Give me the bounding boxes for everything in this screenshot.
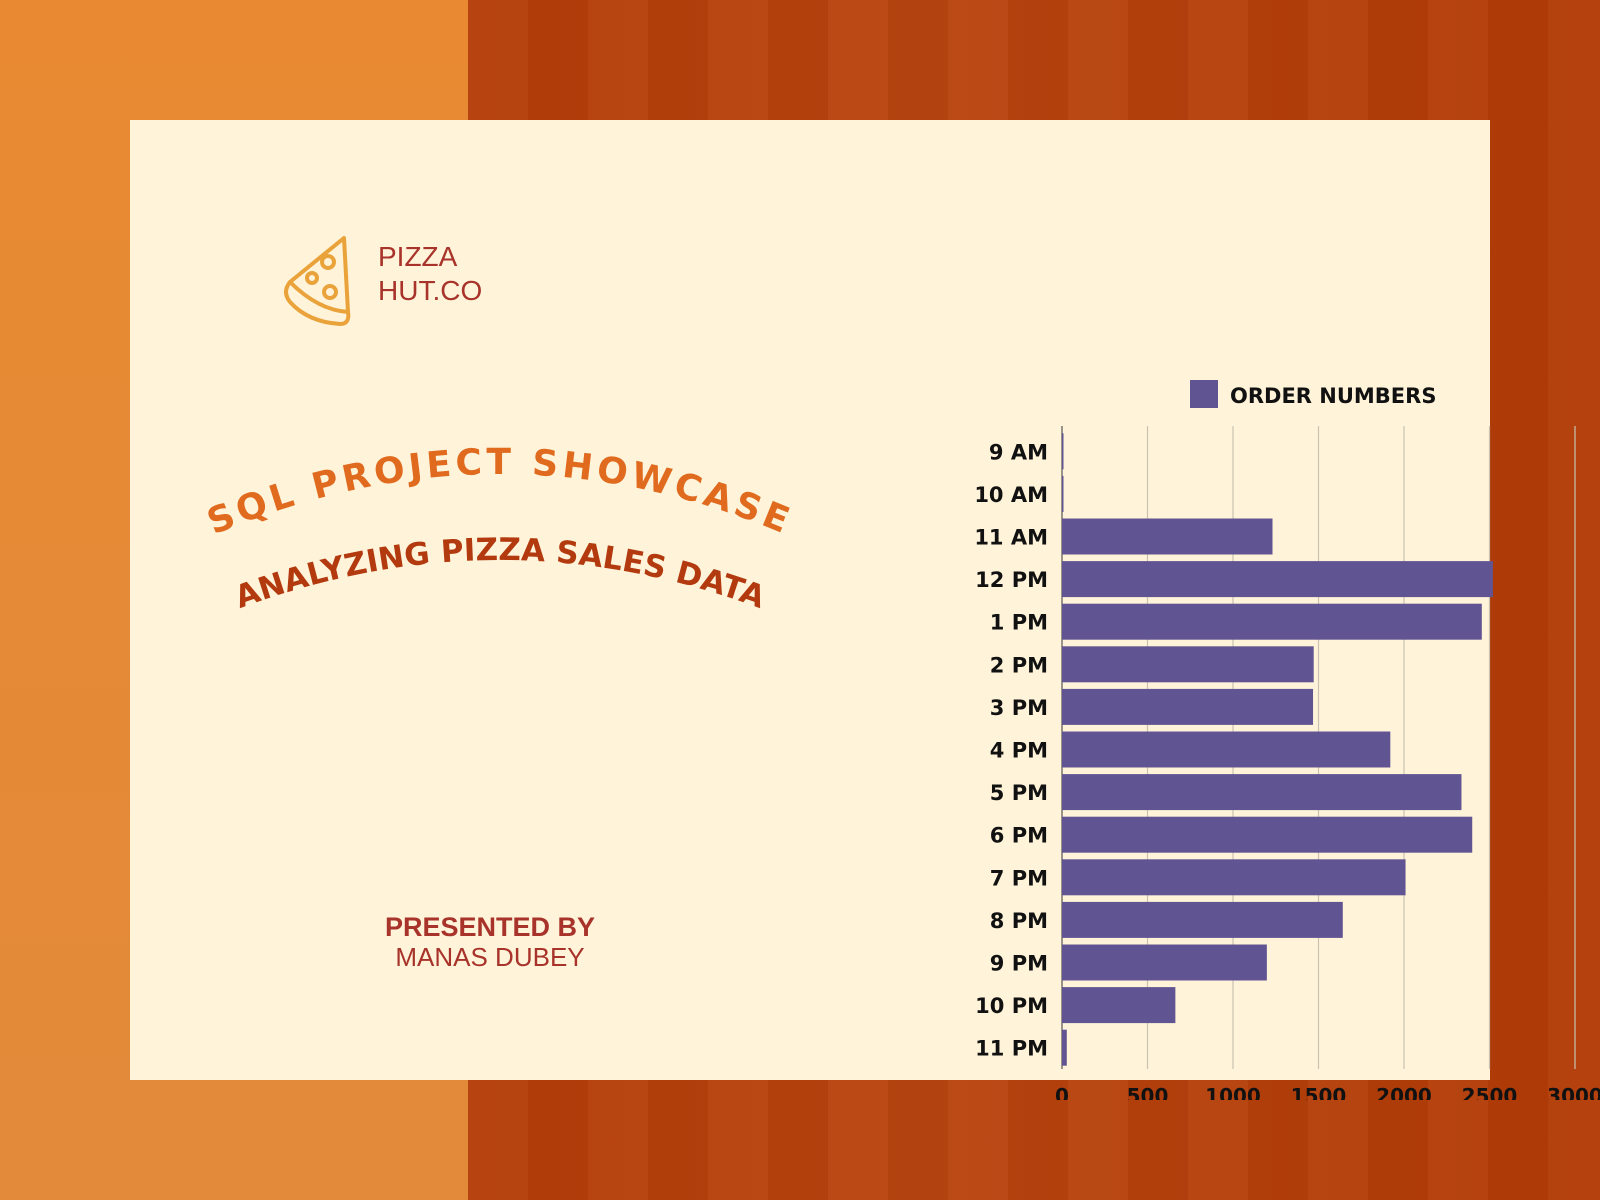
category-label: 10 AM — [974, 483, 1048, 507]
brand-line-2: HUT.CO — [378, 275, 483, 306]
category-label: 7 PM — [990, 866, 1048, 890]
bar — [1062, 901, 1343, 938]
bar — [1062, 944, 1267, 981]
presented-by-label: PRESENTED BY — [384, 912, 596, 942]
order-numbers-chart: ORDER NUMBERS 9 AM 10 AM 11 AM 12 PM 1 PM 2 PM… — [974, 380, 1600, 1100]
category-label: 5 PM — [990, 781, 1048, 805]
x-tick-label: 1500 — [1291, 1084, 1347, 1100]
x-tick-label: 500 — [1127, 1084, 1169, 1100]
x-tick-label: 2500 — [1462, 1084, 1518, 1100]
bar — [1062, 774, 1462, 811]
brand-name: PIZZA HUT.CO — [378, 240, 482, 308]
pizza-slice-icon — [284, 236, 351, 326]
legend-swatch — [1190, 380, 1218, 408]
category-label: 9 PM — [990, 952, 1048, 976]
category-label: 12 PM — [975, 568, 1048, 592]
headline-subtitle: ANALYZING PIZZA SALES DATA — [230, 532, 769, 616]
bar — [1062, 603, 1482, 640]
bar — [1062, 433, 1064, 470]
legend-label: ORDER NUMBERS — [1230, 384, 1436, 408]
brand-line-1: PIZZA — [378, 241, 458, 272]
category-label: 11 AM — [974, 526, 1048, 550]
bar — [1062, 859, 1406, 896]
slide-card: PIZZA HUT.CO SQL PROJECT SHOWCASE ANALYZ… — [130, 120, 1600, 1100]
presenter-name: MANAS DUBEY — [395, 942, 585, 972]
x-tick-label: 0 — [1055, 1084, 1069, 1100]
headline: SQL PROJECT SHOWCASE ANALYZING PIZZA SAL… — [202, 442, 799, 616]
category-label: 6 PM — [990, 824, 1048, 848]
category-label: 1 PM — [990, 611, 1048, 635]
x-tick-label: 1000 — [1205, 1084, 1261, 1100]
bar — [1062, 561, 1493, 598]
category-label: 8 PM — [990, 909, 1048, 933]
bar — [1062, 518, 1273, 555]
brand-logo: PIZZA HUT.CO — [278, 230, 698, 330]
bar — [1062, 816, 1473, 853]
bar — [1062, 987, 1176, 1024]
category-label: 4 PM — [990, 739, 1048, 763]
x-tick-label: 3000 — [1547, 1084, 1600, 1100]
category-label: 9 AM — [989, 440, 1048, 464]
bar — [1062, 475, 1064, 512]
bar — [1062, 688, 1314, 725]
category-label: 2 PM — [990, 653, 1048, 677]
category-label: 11 PM — [975, 1037, 1048, 1061]
x-tick-label: 2000 — [1376, 1084, 1432, 1100]
category-label: 10 PM — [975, 994, 1048, 1018]
bar — [1062, 646, 1314, 683]
presenter-block: PRESENTED BY MANAS DUBEY — [330, 912, 650, 972]
bar — [1062, 731, 1391, 768]
headline-title: SQL PROJECT SHOWCASE — [202, 442, 799, 543]
bar — [1062, 1029, 1067, 1066]
category-label: 3 PM — [990, 696, 1048, 720]
